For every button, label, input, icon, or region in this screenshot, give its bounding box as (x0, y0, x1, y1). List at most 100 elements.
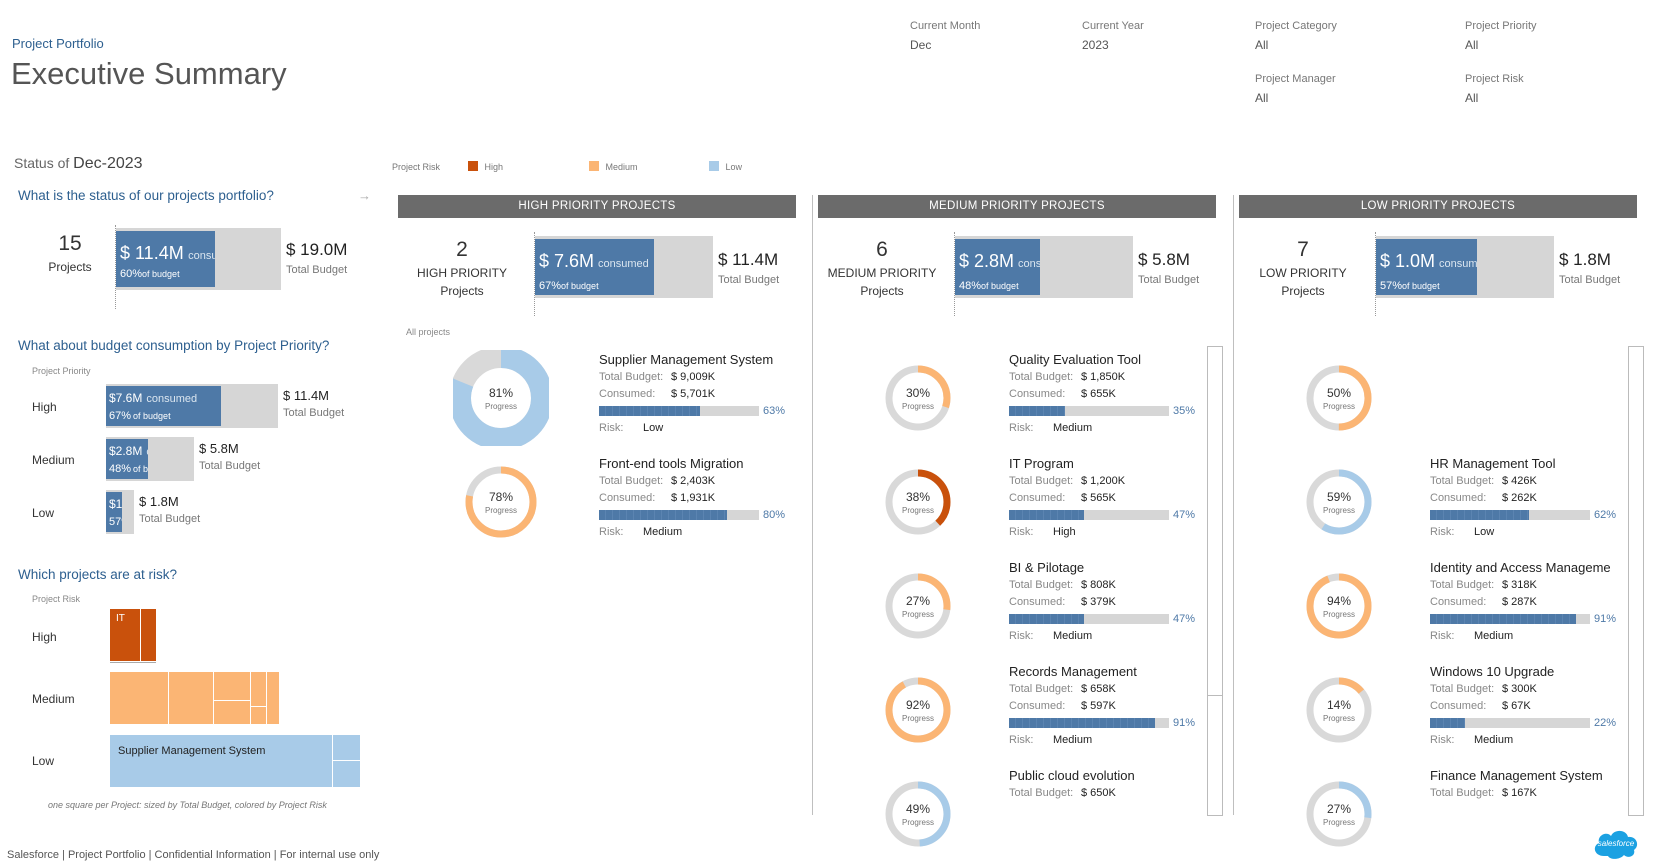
scrollbar-medium[interactable] (1207, 346, 1223, 816)
risk-tile[interactable] (110, 672, 168, 724)
panel-title: LOW PRIORITY PROJECTS (1239, 195, 1637, 218)
arrow-right-icon[interactable]: → (358, 188, 371, 203)
consumed-value: $ 379K (1081, 596, 1116, 608)
filter-value[interactable]: All (1465, 38, 1479, 52)
consumed-value: $ 565K (1081, 492, 1116, 504)
progress-donut[interactable]: 94% Progress (1303, 570, 1375, 642)
progress-donut[interactable]: 50% Progress (1303, 362, 1375, 434)
filter-project-category[interactable]: Project Category All (1255, 20, 1337, 52)
scrollbar-low[interactable] (1628, 346, 1644, 816)
priority-budget-track: $7.6M consumed 67% of budget (106, 384, 278, 428)
project-name[interactable]: Identity and Access Manageme (1430, 560, 1611, 575)
consumed-value: $ 262K (1502, 492, 1537, 504)
progress-label: Progress (1322, 818, 1355, 827)
legend-item-high[interactable]: High (468, 161, 503, 172)
progress-donut[interactable]: 38% Progress (882, 466, 954, 538)
project-name[interactable]: Front-end tools Migration (599, 456, 744, 471)
risk-tile[interactable] (214, 701, 250, 724)
project-name[interactable]: Finance Management System (1430, 768, 1603, 783)
budget-label: Total Budget: (1009, 579, 1074, 591)
project-name[interactable]: Supplier Management System (599, 352, 774, 367)
panel-budget-track: $ 1.0Mconsumed 57%of budget (1376, 236, 1554, 298)
risk-tile-supplier-management-system[interactable]: Supplier Management System (110, 735, 332, 787)
filter-project-risk[interactable]: Project Risk All (1465, 73, 1524, 105)
consumed-progress-fill (1430, 510, 1529, 520)
progress-donut[interactable]: 30% Progress (882, 362, 954, 434)
consumed-label: Consumed: (1009, 492, 1066, 504)
project-name[interactable]: BI & Pilotage (1009, 560, 1085, 575)
filter-label: Project Priority (1465, 20, 1537, 32)
consumed-suffix: consumed (146, 393, 198, 405)
portfolio-consumed-bar[interactable]: $ 11.4M consumed 60%of budget (116, 231, 215, 287)
scroll-thumb-edge[interactable] (1208, 695, 1222, 696)
risk-tile[interactable] (251, 707, 266, 724)
progress-value: 94% (1326, 594, 1352, 608)
consumed-label: Consumed: (599, 388, 656, 400)
consumed-pct: 80% (763, 509, 786, 521)
panel-count-label: Projects (440, 284, 484, 298)
pct-suffix: of budget (133, 411, 171, 421)
budget-value: $ 1,850K (1081, 371, 1126, 383)
filter-value[interactable]: All (1465, 91, 1479, 105)
page-title: Executive Summary (11, 56, 287, 91)
risk-tile[interactable] (141, 609, 156, 661)
risk-tile[interactable] (214, 672, 250, 700)
risk-tile[interactable] (169, 672, 213, 724)
question-budget-by-priority: What about budget consumption by Project… (18, 338, 330, 353)
budget-label: Total Budget: (1009, 371, 1074, 383)
filter-project-manager[interactable]: Project Manager All (1255, 73, 1336, 105)
risk-tile-it-program[interactable]: IT (110, 609, 140, 661)
legend-label: High (484, 162, 504, 172)
consumed-value: $ 655K (1081, 388, 1116, 400)
panel-title: MEDIUM PRIORITY PROJECTS (818, 195, 1216, 218)
filter-project-priority[interactable]: Project Priority All (1465, 20, 1537, 52)
project-name[interactable]: Quality Evaluation Tool (1009, 352, 1142, 367)
progress-donut[interactable]: 14% Progress (1303, 674, 1375, 746)
project-name[interactable]: Records Management (1009, 664, 1137, 679)
priority-consumed-bar[interactable]: $7.6M consumed 67% of budget (106, 386, 221, 426)
legend-item-low[interactable]: Low (709, 161, 742, 172)
project-name[interactable]: Windows 10 Upgrade (1430, 664, 1555, 679)
panel-consumed-bar[interactable]: $ 2.8Mconsumed 48%of budget (955, 239, 1040, 295)
priority-consumed-bar[interactable]: $1.0M 57% (106, 492, 122, 532)
panel-consumed-bar[interactable]: $ 7.6M consumed 67%of budget (535, 239, 654, 295)
progress-label: Progress (901, 402, 934, 411)
panel-count-label: Projects (860, 284, 904, 298)
panel-title: HIGH PRIORITY PROJECTS (398, 195, 796, 218)
breadcrumb[interactable]: Project Portfolio (12, 36, 104, 51)
priority-consumed-bar[interactable]: $2.8Mconsumed 48%of budget (106, 439, 148, 479)
progress-donut[interactable]: 81% Progress (453, 350, 549, 446)
legend-item-medium[interactable]: Medium (589, 161, 638, 172)
progress-donut[interactable]: 27% Progress (882, 570, 954, 642)
filter-value[interactable]: All (1255, 91, 1269, 105)
divider (115, 225, 116, 309)
filter-value[interactable]: Dec (910, 38, 932, 52)
total-budget-value: $ 11.4M (718, 250, 779, 269)
project-name[interactable]: IT Program (1009, 456, 1074, 471)
progress-donut[interactable]: 59% Progress (1303, 466, 1375, 538)
risk-tile[interactable] (333, 761, 360, 787)
status-prefix: Status of (14, 155, 70, 171)
panel-consumed-bar[interactable]: $ 1.0Mconsumed 57%of budget (1376, 239, 1477, 295)
risk-tile[interactable] (267, 672, 279, 724)
progress-donut[interactable]: 27% Progress (1303, 778, 1375, 850)
consumed-pct: 67% (109, 410, 132, 422)
consumed-progress-fill (1009, 614, 1084, 624)
progress-donut[interactable]: 49% Progress (882, 778, 954, 850)
footer-text: Salesforce | Project Portfolio | Confide… (7, 849, 380, 861)
risk-tile[interactable] (251, 672, 266, 706)
project-name[interactable]: HR Management Tool (1430, 456, 1556, 471)
project-name[interactable]: Public cloud evolution (1009, 768, 1135, 783)
progress-donut[interactable]: 92% Progress (882, 674, 954, 746)
consumed-pct: 91% (1594, 613, 1617, 625)
filter-value[interactable]: 2023 (1082, 38, 1109, 52)
risk-tile[interactable] (333, 735, 360, 760)
filter-value[interactable]: All (1255, 38, 1269, 52)
panel-divider (1233, 195, 1234, 815)
progress-donut[interactable]: 78% Progress (462, 463, 540, 541)
consumed-pct: 91% (1173, 717, 1196, 729)
budget-value: $ 658K (1081, 683, 1116, 695)
filter-current-month[interactable]: Current Month Dec (910, 20, 980, 52)
filter-current-year[interactable]: Current Year 2023 (1082, 20, 1144, 52)
progress-value: 14% (1326, 698, 1352, 712)
